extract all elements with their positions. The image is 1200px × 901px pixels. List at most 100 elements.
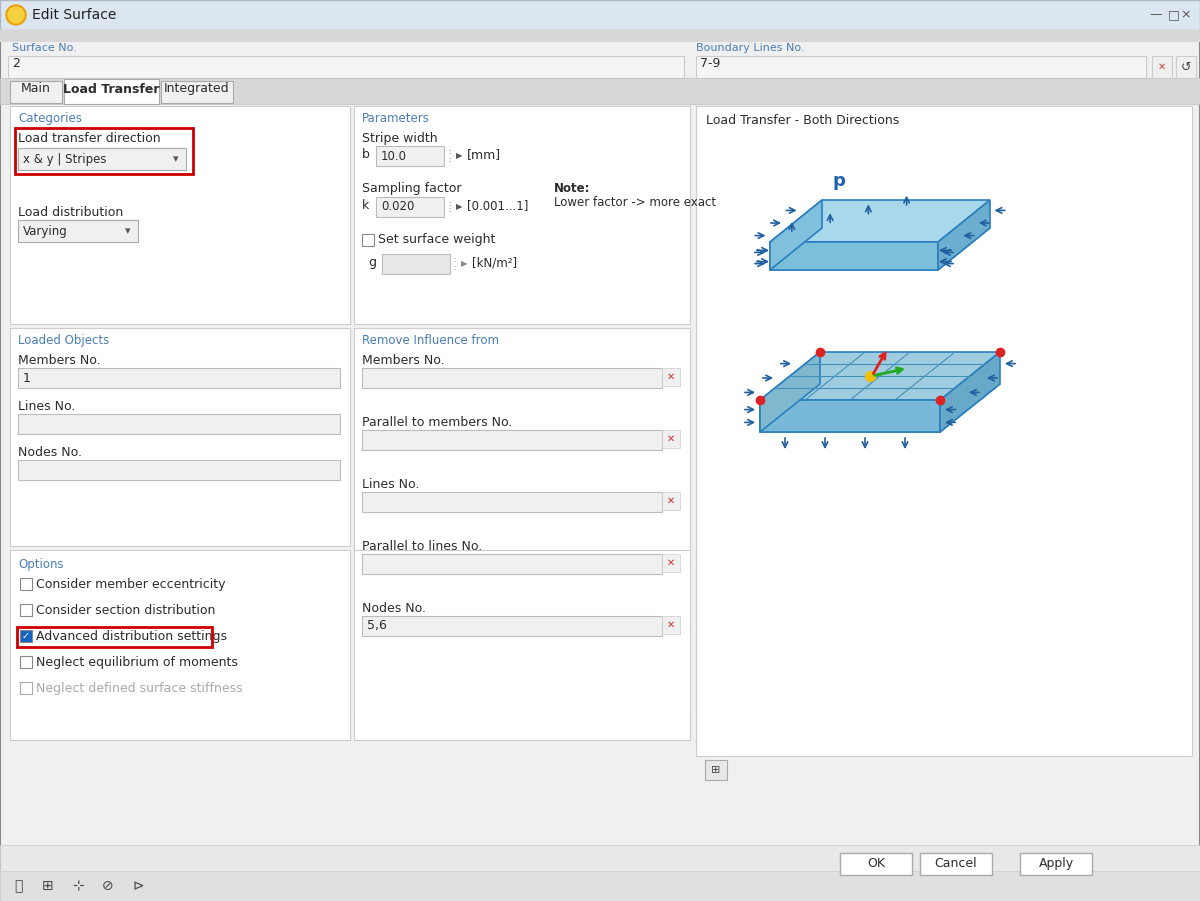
Bar xyxy=(20,630,32,642)
Circle shape xyxy=(8,7,24,23)
Text: [mm]: [mm] xyxy=(467,148,502,161)
Text: 🔍: 🔍 xyxy=(14,879,22,893)
Bar xyxy=(362,554,662,574)
Polygon shape xyxy=(938,200,990,270)
Bar xyxy=(362,616,662,636)
Text: Lines No.: Lines No. xyxy=(362,478,419,491)
Bar xyxy=(362,430,662,450)
Text: b: b xyxy=(362,148,370,161)
Text: ✕: ✕ xyxy=(667,372,676,382)
Text: Advanced distribution settings: Advanced distribution settings xyxy=(36,630,227,643)
Text: ✕: ✕ xyxy=(667,558,676,568)
Bar xyxy=(8,56,684,78)
Bar xyxy=(382,254,450,274)
Bar xyxy=(362,234,374,246)
Text: ▾: ▾ xyxy=(125,226,131,236)
Bar xyxy=(1020,853,1092,875)
Text: 7-9: 7-9 xyxy=(700,57,720,70)
Text: Consider section distribution: Consider section distribution xyxy=(36,604,215,617)
Bar xyxy=(161,81,233,103)
Text: Neglect equilibrium of moments: Neglect equilibrium of moments xyxy=(36,656,238,669)
Text: [0.001...1]: [0.001...1] xyxy=(467,199,528,212)
Text: Lines No.: Lines No. xyxy=(18,400,76,413)
Bar xyxy=(662,616,680,634)
Bar xyxy=(8,42,684,56)
Text: p: p xyxy=(832,172,845,190)
Text: ✕: ✕ xyxy=(667,496,676,506)
Text: :
:: : : xyxy=(448,150,450,162)
Text: Integrated: Integrated xyxy=(164,82,230,95)
Bar xyxy=(840,853,912,875)
Bar xyxy=(18,414,340,434)
Bar xyxy=(920,853,992,875)
Text: ▶: ▶ xyxy=(461,259,467,268)
Text: ✕: ✕ xyxy=(1158,62,1166,72)
Polygon shape xyxy=(770,200,990,242)
Text: Loaded Objects: Loaded Objects xyxy=(18,334,109,347)
Bar xyxy=(706,760,727,780)
Text: ▶: ▶ xyxy=(456,151,462,160)
Text: Parallel to members No.: Parallel to members No. xyxy=(362,416,512,429)
Text: Surface No.: Surface No. xyxy=(12,43,77,53)
Bar xyxy=(10,106,350,324)
Bar xyxy=(662,492,680,510)
Text: Load distribution: Load distribution xyxy=(18,206,124,219)
Text: ✕: ✕ xyxy=(667,620,676,630)
Text: 2: 2 xyxy=(12,57,20,70)
Bar xyxy=(0,30,1200,42)
Polygon shape xyxy=(770,200,822,270)
Text: :
:: : : xyxy=(452,258,455,270)
Text: Edit Surface: Edit Surface xyxy=(32,8,116,22)
Bar xyxy=(696,56,1146,78)
Polygon shape xyxy=(770,228,990,270)
Text: Main: Main xyxy=(22,82,50,95)
Text: Neglect defined surface stiffness: Neglect defined surface stiffness xyxy=(36,682,242,695)
Bar xyxy=(354,328,690,708)
Text: 10.0: 10.0 xyxy=(382,150,407,162)
Text: Varying: Varying xyxy=(23,224,67,238)
Text: Parallel to lines No.: Parallel to lines No. xyxy=(362,540,482,553)
Text: Sampling factor: Sampling factor xyxy=(362,182,462,195)
Text: :
:: : : xyxy=(448,201,450,214)
Bar xyxy=(354,550,690,740)
Text: ×: × xyxy=(1181,8,1192,22)
Bar xyxy=(20,578,32,590)
Text: ⊘: ⊘ xyxy=(102,879,114,893)
Text: Consider member eccentricity: Consider member eccentricity xyxy=(36,578,226,591)
Bar xyxy=(696,106,1192,756)
Bar xyxy=(18,148,186,170)
Bar xyxy=(354,106,690,324)
Text: Stripe width: Stripe width xyxy=(362,132,438,145)
Text: Options: Options xyxy=(18,558,64,571)
Bar xyxy=(64,79,158,104)
Text: Note:: Note: xyxy=(554,182,590,195)
Bar xyxy=(18,220,138,242)
Text: Load Transfer - Both Directions: Load Transfer - Both Directions xyxy=(706,114,899,127)
Text: OK: OK xyxy=(866,857,886,870)
Text: k: k xyxy=(362,199,370,212)
Bar xyxy=(14,128,193,174)
Text: ⊞: ⊞ xyxy=(42,879,54,893)
Bar xyxy=(362,492,662,512)
Polygon shape xyxy=(940,352,1000,432)
Bar xyxy=(10,328,350,546)
Text: Apply: Apply xyxy=(1038,857,1074,870)
Text: 5,6: 5,6 xyxy=(367,620,386,633)
Text: ▾: ▾ xyxy=(173,154,179,164)
Text: Boundary Lines No.: Boundary Lines No. xyxy=(696,43,804,53)
Text: g: g xyxy=(368,256,376,269)
Text: Nodes No.: Nodes No. xyxy=(18,446,82,459)
Polygon shape xyxy=(760,352,820,432)
Bar xyxy=(1176,56,1196,78)
Polygon shape xyxy=(760,400,940,432)
Text: ↺: ↺ xyxy=(1181,60,1192,74)
Text: Load transfer direction: Load transfer direction xyxy=(18,132,161,145)
Polygon shape xyxy=(760,384,1000,432)
Bar xyxy=(662,430,680,448)
Text: Load Transfer: Load Transfer xyxy=(62,83,160,96)
Text: Categories: Categories xyxy=(18,112,82,125)
Text: ▶: ▶ xyxy=(456,203,462,212)
Circle shape xyxy=(6,5,26,25)
Text: [kN/m²]: [kN/m²] xyxy=(472,256,517,269)
Bar xyxy=(18,460,340,480)
